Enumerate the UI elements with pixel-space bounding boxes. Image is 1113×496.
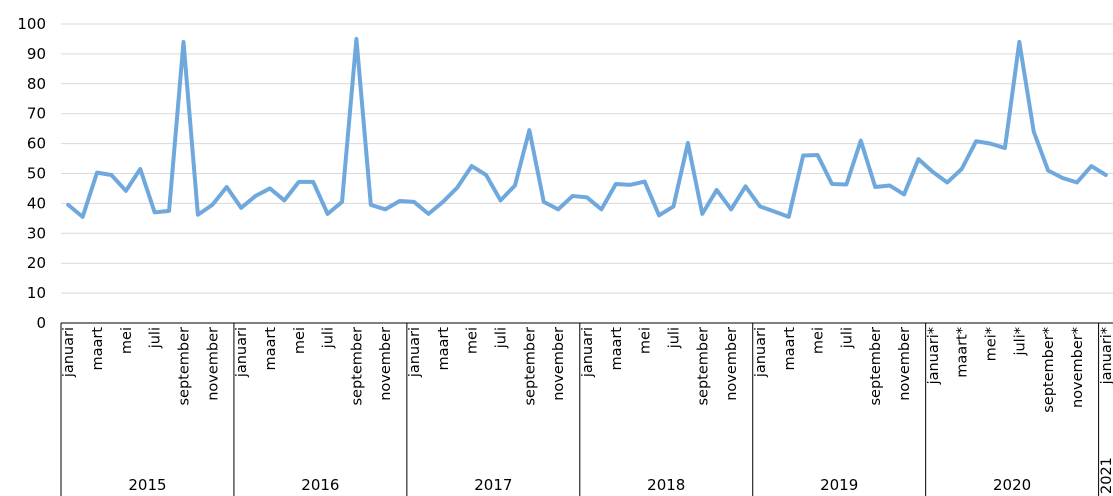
y-tick-label: 20 [27, 254, 46, 272]
year-label-2015: 2015 [128, 476, 166, 494]
year-label-2021: 2021 [1099, 457, 1113, 494]
x-tick-label: september [522, 327, 538, 406]
x-tick-label: november [724, 327, 740, 401]
x-tick-label: september [868, 327, 884, 406]
series-lines [66, 36, 1108, 219]
x-tick-label: januari [580, 327, 596, 378]
x-tick-label: maart [90, 327, 106, 371]
year-label-2019: 2019 [820, 476, 858, 494]
x-tick-label: januari* [926, 327, 942, 385]
y-axis-tick-labels: 0 10 20 30 40 50 60 70 80 90 100 [17, 15, 46, 332]
y-tick-label: 60 [27, 135, 46, 153]
y-tick-label: 100 [17, 15, 46, 33]
x-tick-label: juli* [1012, 327, 1028, 357]
x-tick-label: november [551, 327, 567, 401]
y-tick-label: 80 [27, 75, 46, 93]
x-tick-label: november [897, 327, 913, 401]
y-tick-label: 50 [27, 165, 46, 183]
x-tick-label: maart [782, 327, 798, 371]
x-tick-label: mei [119, 327, 135, 354]
year-label-2018: 2018 [647, 476, 685, 494]
x-tick-label: september [349, 327, 365, 406]
x-tick-label: juli [321, 327, 337, 349]
year-label-2016: 2016 [301, 476, 339, 494]
year-label-2017: 2017 [474, 476, 512, 494]
year-label-2020: 2020 [993, 476, 1031, 494]
x-tick-label: januari [61, 327, 77, 378]
y-tick-label: 40 [27, 194, 46, 212]
x-tick-label: maart [609, 327, 625, 371]
series-line-0 [66, 36, 1108, 219]
x-tick-label: mei [292, 327, 308, 354]
x-tick-label: maart [263, 327, 279, 371]
x-tick-label: januari [407, 327, 423, 378]
x-tick-label: juli [148, 327, 164, 349]
x-tick-label: januari [234, 327, 250, 378]
x-tick-label: juli [494, 327, 510, 349]
x-tick-label: juli [666, 327, 682, 349]
x-tick-label: mei [638, 327, 654, 354]
y-tick-label: 70 [27, 105, 46, 123]
x-tick-label: januari* [1099, 327, 1113, 385]
x-tick-label: maart [436, 327, 452, 371]
x-tick-label: november [205, 327, 221, 401]
y-tick-label: 0 [36, 314, 46, 332]
y-tick-label: 90 [27, 45, 46, 63]
x-tick-label: september [176, 327, 192, 406]
x-tick-label: mei [465, 327, 481, 354]
y-tick-label: 30 [27, 224, 46, 242]
x-tick-label: juli [839, 327, 855, 349]
x-tick-label: november* [1070, 327, 1086, 408]
gridlines [61, 23, 1113, 294]
x-tick-label: mei [811, 327, 827, 354]
y-tick-label: 10 [27, 284, 46, 302]
x-tick-label: januari [753, 327, 769, 378]
x-tick-label: november [378, 327, 394, 401]
x-axis: januari maart mei juli september november janu… [60, 322, 1113, 496]
x-tick-label: september* [1041, 327, 1057, 413]
x-tick-label: mei* [984, 327, 1000, 361]
x-tick-label: maart* [955, 327, 971, 378]
x-tick-label: september [695, 327, 711, 406]
